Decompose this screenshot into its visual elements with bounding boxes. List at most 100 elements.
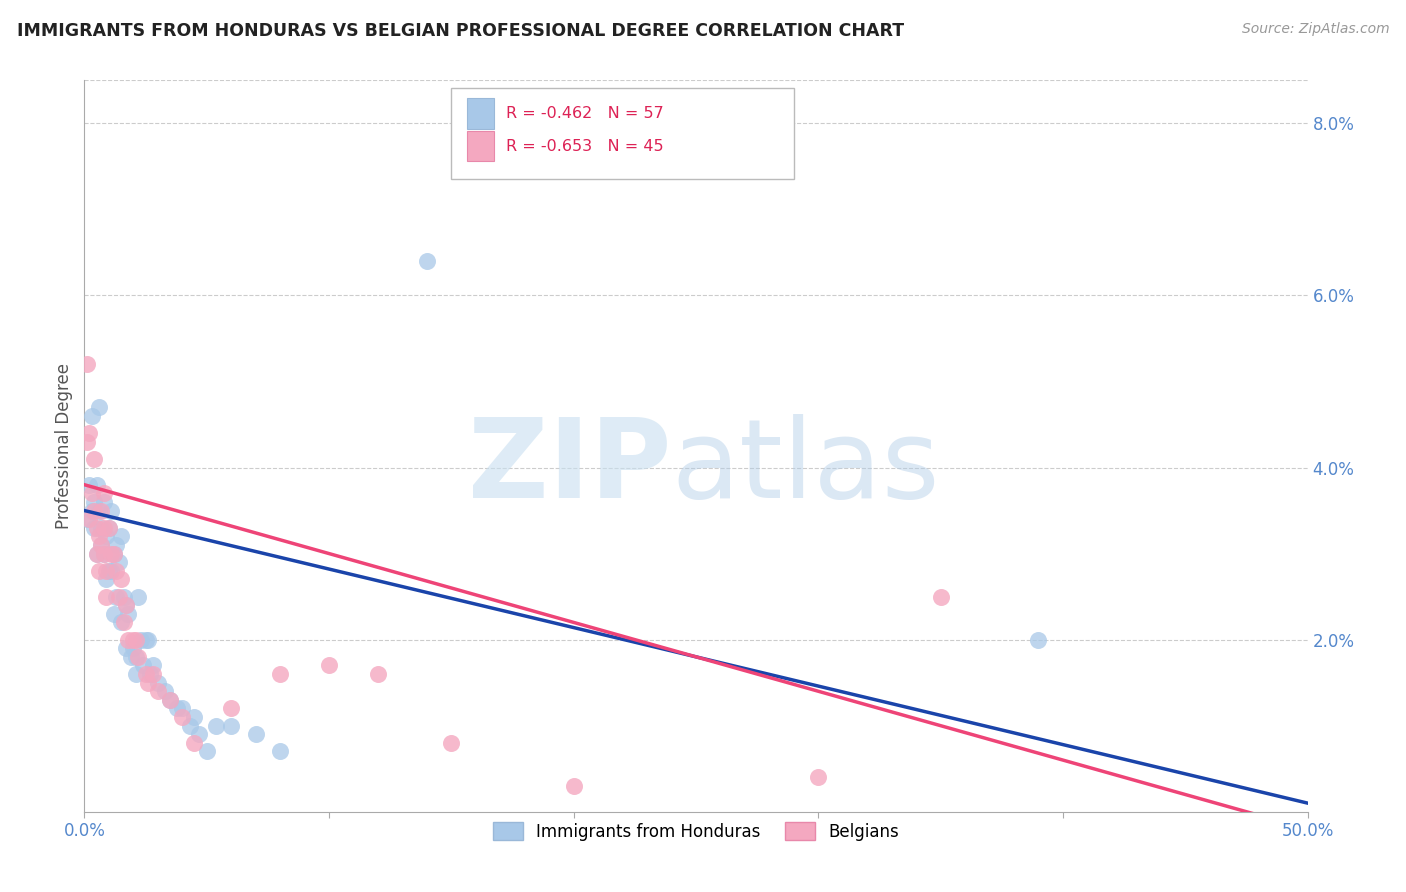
Text: Source: ZipAtlas.com: Source: ZipAtlas.com	[1241, 22, 1389, 37]
Point	[93, 486, 115, 500]
Point	[136, 632, 159, 647]
Point	[103, 547, 125, 561]
Point	[188, 727, 211, 741]
Point	[76, 512, 98, 526]
Point	[115, 598, 138, 612]
Point	[80, 503, 103, 517]
Point	[97, 521, 120, 535]
Text: R = -0.653   N = 45: R = -0.653 N = 45	[506, 138, 664, 153]
Point	[153, 684, 176, 698]
Point	[107, 590, 129, 604]
Point	[416, 254, 439, 268]
Point	[105, 590, 128, 604]
Point	[107, 555, 129, 569]
Point	[87, 564, 110, 578]
Point	[80, 486, 103, 500]
FancyBboxPatch shape	[451, 87, 794, 179]
Point	[135, 632, 157, 647]
Point	[132, 658, 155, 673]
Point	[105, 564, 128, 578]
Point	[96, 564, 118, 578]
Point	[136, 675, 159, 690]
Point	[127, 649, 149, 664]
Point	[127, 590, 149, 604]
Point	[115, 598, 138, 612]
Point	[159, 693, 181, 707]
Point	[269, 744, 291, 758]
Point	[367, 667, 389, 681]
Point	[93, 521, 115, 535]
Point	[83, 495, 105, 509]
Point	[93, 495, 115, 509]
Point	[77, 512, 100, 526]
Point	[183, 710, 205, 724]
Point	[120, 649, 142, 664]
Point	[562, 779, 585, 793]
Text: atlas: atlas	[672, 415, 941, 522]
Point	[269, 667, 291, 681]
Point	[100, 564, 122, 578]
Text: R = -0.462   N = 57: R = -0.462 N = 57	[506, 105, 664, 120]
Point	[110, 529, 132, 543]
Point	[100, 547, 122, 561]
Point	[97, 564, 120, 578]
Point	[172, 710, 194, 724]
Point	[146, 675, 169, 690]
Point	[76, 434, 98, 449]
Point	[179, 719, 201, 733]
Bar	[467, 98, 494, 128]
Point	[90, 538, 112, 552]
Point	[80, 409, 103, 423]
Point	[245, 727, 267, 741]
Point	[807, 770, 830, 784]
Point	[115, 641, 138, 656]
Point	[146, 684, 169, 698]
Bar	[467, 131, 494, 161]
Point	[96, 529, 118, 543]
Point	[183, 736, 205, 750]
Point	[97, 521, 120, 535]
Point	[93, 547, 115, 561]
Point	[83, 503, 105, 517]
Point	[90, 538, 112, 552]
Point	[219, 719, 242, 733]
Point	[105, 538, 128, 552]
Point	[142, 658, 165, 673]
Point	[122, 632, 145, 647]
Point	[96, 573, 118, 587]
Point	[112, 615, 135, 630]
Text: IMMIGRANTS FROM HONDURAS VS BELGIAN PROFESSIONAL DEGREE CORRELATION CHART: IMMIGRANTS FROM HONDURAS VS BELGIAN PROF…	[17, 22, 904, 40]
Point	[122, 641, 145, 656]
Point	[318, 658, 340, 673]
Point	[93, 547, 115, 561]
Point	[86, 547, 108, 561]
Point	[142, 667, 165, 681]
Point	[86, 521, 108, 535]
Point	[117, 607, 139, 621]
Point	[172, 701, 194, 715]
Point	[929, 590, 952, 604]
Point	[87, 503, 110, 517]
Point	[86, 477, 108, 491]
Point	[110, 615, 132, 630]
Point	[166, 701, 188, 715]
Point	[195, 744, 218, 758]
Y-axis label: Professional Degree: Professional Degree	[55, 363, 73, 529]
Point	[159, 693, 181, 707]
Point	[86, 547, 108, 561]
Point	[103, 607, 125, 621]
Point	[76, 357, 98, 371]
Point	[139, 667, 162, 681]
Point	[103, 547, 125, 561]
Point	[110, 573, 132, 587]
Point	[125, 667, 148, 681]
Point	[90, 521, 112, 535]
Point	[87, 401, 110, 415]
Text: ZIP: ZIP	[468, 415, 672, 522]
Point	[117, 632, 139, 647]
Point	[83, 451, 105, 466]
Point	[219, 701, 242, 715]
Point	[83, 521, 105, 535]
Point	[77, 477, 100, 491]
Point	[125, 649, 148, 664]
